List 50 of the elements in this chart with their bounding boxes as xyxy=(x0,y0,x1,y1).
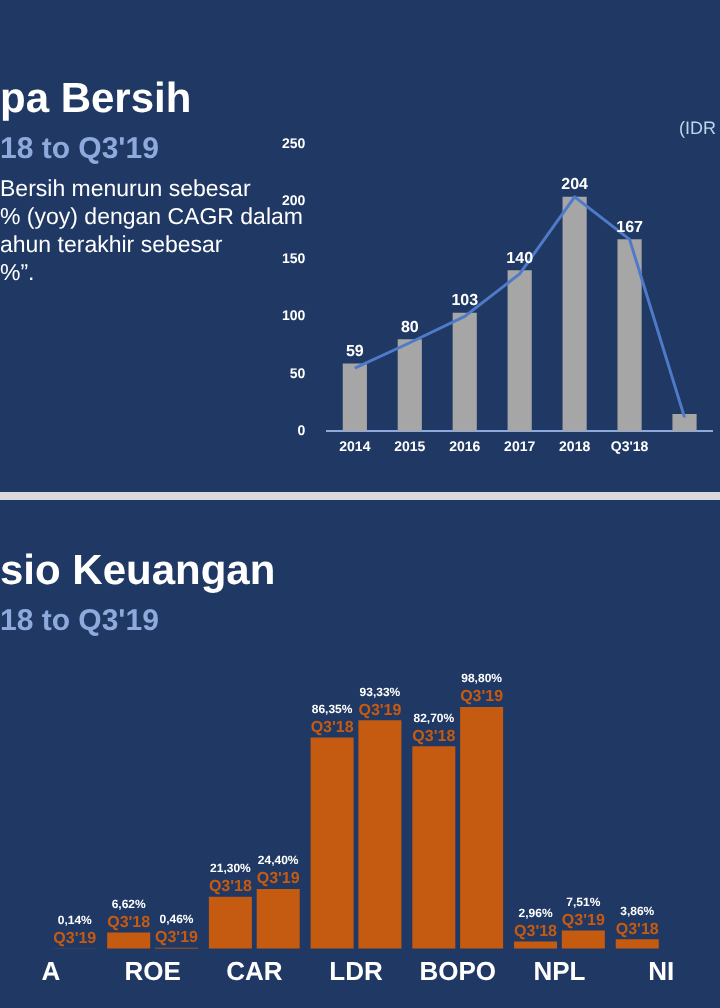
chart-title: pa Bersih xyxy=(0,76,192,124)
data-label: 204 xyxy=(561,175,590,194)
bar xyxy=(107,932,151,949)
bar xyxy=(342,363,367,432)
text: Q3'18 xyxy=(412,726,456,745)
text: Q3'19 xyxy=(460,687,504,706)
bar xyxy=(412,746,456,949)
bar xyxy=(310,737,354,949)
x-tick-label: BOPO xyxy=(419,955,497,986)
x-tick-label: NI xyxy=(648,955,675,986)
data-label: 59 xyxy=(345,341,365,360)
data-label: 80 xyxy=(400,317,420,336)
text: %”. xyxy=(0,260,37,288)
text: Q3'18 xyxy=(208,877,252,896)
bar xyxy=(452,312,477,432)
bar xyxy=(208,896,252,949)
x-tick-label: A xyxy=(41,955,62,986)
bar xyxy=(562,196,587,432)
x-tick-label: CAR xyxy=(226,955,284,986)
y-axis-title: (IDR xyxy=(679,117,717,138)
bar xyxy=(256,889,300,949)
series-label: Q3'18 xyxy=(514,921,559,940)
text: Q3'19 xyxy=(256,869,300,888)
text: Q3'18 xyxy=(615,919,659,938)
text: ahun terakhir sebesar xyxy=(0,232,225,260)
bar xyxy=(672,413,697,432)
bar xyxy=(561,930,605,949)
data-label: 140 xyxy=(506,248,535,267)
bar xyxy=(460,706,504,949)
series-label: Q3'19 xyxy=(154,928,200,947)
x-tick-label: NPL xyxy=(533,955,586,986)
text: % (yoy) dengan CAGR dalam xyxy=(0,206,303,232)
text: Q3'19 xyxy=(358,700,402,719)
bar xyxy=(617,239,642,432)
chart-title: sio Keuangan xyxy=(0,548,276,596)
text: Q3'19 xyxy=(53,928,97,947)
bar xyxy=(358,720,402,949)
text: Q3'19 xyxy=(561,910,605,929)
text: Bersih menurun sebesar xyxy=(0,176,253,204)
chart-subtitle: 18 to Q3'19 xyxy=(0,604,159,638)
bar xyxy=(397,339,422,432)
data-label: 167 xyxy=(616,217,645,236)
text: Q3'18 xyxy=(310,717,354,736)
text: 18 to Q3'19 xyxy=(0,132,159,166)
text: Q3'18 xyxy=(107,913,151,931)
bar xyxy=(507,270,532,432)
bar xyxy=(615,939,659,949)
x-tick-label: LDR xyxy=(329,955,384,986)
x-tick-label: ROE xyxy=(124,955,182,986)
data-label: 103 xyxy=(451,291,480,310)
